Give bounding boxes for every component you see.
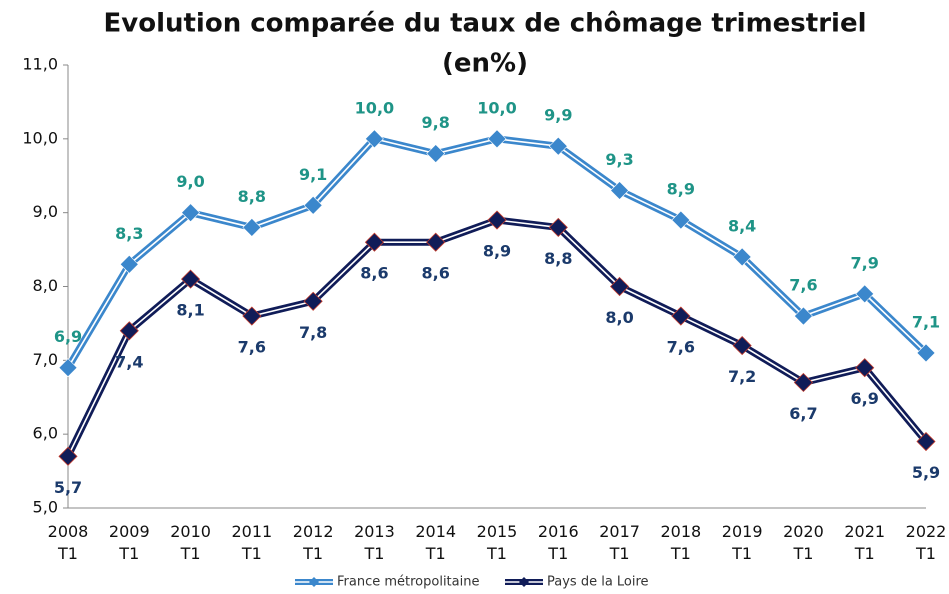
data-label: 8,0 bbox=[605, 308, 633, 327]
x-tick-label: 2016 T1 bbox=[538, 522, 579, 563]
x-tick-label: 2021 T1 bbox=[844, 522, 885, 563]
x-tick-label: 2019 T1 bbox=[722, 522, 763, 563]
point-marker bbox=[855, 358, 875, 378]
y-tick-label: 7,0 bbox=[33, 350, 58, 369]
data-label: 8,3 bbox=[115, 224, 143, 243]
x-tick-label: 2008 T1 bbox=[48, 522, 89, 563]
point-marker bbox=[119, 254, 139, 274]
x-tick-label: 2017 T1 bbox=[599, 522, 640, 563]
legend-label: Pays de la Loire bbox=[547, 575, 649, 590]
point-marker bbox=[487, 129, 507, 149]
data-label: 7,6 bbox=[667, 338, 695, 357]
point-marker bbox=[364, 232, 384, 252]
point-marker bbox=[303, 291, 323, 311]
data-label: 10,0 bbox=[477, 98, 516, 117]
x-tick-label: 2018 T1 bbox=[660, 522, 701, 563]
data-label: 7,8 bbox=[299, 323, 327, 342]
data-label: 8,6 bbox=[422, 264, 450, 283]
x-tick-label: 2009 T1 bbox=[109, 522, 150, 563]
point-marker bbox=[671, 210, 691, 230]
x-tick-label: 2015 T1 bbox=[477, 522, 518, 563]
point-marker bbox=[58, 358, 78, 378]
point-marker bbox=[181, 203, 200, 223]
data-label: 10,0 bbox=[355, 98, 394, 117]
x-tick-label: 2012 T1 bbox=[293, 522, 334, 563]
point-marker bbox=[303, 195, 323, 215]
legend-marker bbox=[309, 577, 319, 587]
point-marker bbox=[855, 284, 875, 304]
point-marker bbox=[610, 181, 629, 200]
point-marker bbox=[487, 210, 507, 230]
data-label: 6,9 bbox=[54, 327, 82, 346]
data-label: 7,6 bbox=[789, 276, 817, 295]
point-marker bbox=[181, 269, 201, 289]
point-marker bbox=[916, 343, 936, 363]
point-marker bbox=[916, 431, 936, 452]
data-label: 8,8 bbox=[544, 249, 572, 268]
point-marker bbox=[732, 247, 752, 267]
point-marker bbox=[794, 306, 813, 326]
y-tick-label: 10,0 bbox=[22, 128, 58, 147]
data-label: 8,8 bbox=[238, 187, 266, 206]
data-label: 6,9 bbox=[851, 389, 879, 408]
point-marker bbox=[242, 218, 262, 237]
y-tick-label: 11,0 bbox=[22, 55, 58, 74]
data-label: 9,9 bbox=[544, 106, 572, 125]
x-tick-label: 2013 T1 bbox=[354, 522, 395, 563]
data-label: 5,9 bbox=[912, 463, 940, 482]
point-marker bbox=[793, 372, 813, 393]
y-tick-label: 8,0 bbox=[33, 276, 58, 295]
data-label: 9,8 bbox=[422, 113, 450, 132]
legend-label: France métropolitaine bbox=[337, 575, 479, 590]
data-label: 7,9 bbox=[851, 253, 879, 272]
point-marker bbox=[426, 144, 446, 164]
point-marker bbox=[242, 306, 262, 326]
point-marker bbox=[732, 336, 752, 356]
data-label: 6,7 bbox=[789, 404, 817, 423]
point-marker bbox=[610, 276, 630, 297]
point-marker bbox=[548, 136, 568, 156]
chart-title: (en%) bbox=[442, 49, 528, 79]
data-label: 8,9 bbox=[667, 180, 695, 199]
point-marker bbox=[426, 232, 446, 252]
x-tick-label: 2020 T1 bbox=[783, 522, 824, 563]
x-tick-label: 2022 T1 bbox=[906, 522, 947, 563]
data-label: 9,3 bbox=[605, 150, 633, 169]
x-tick-label: 2014 T1 bbox=[415, 522, 456, 563]
chart-title: Evolution comparée du taux de chômage tr… bbox=[104, 9, 867, 39]
data-label: 8,6 bbox=[360, 264, 388, 283]
x-tick-label: 2011 T1 bbox=[231, 522, 272, 563]
data-label: 7,2 bbox=[728, 367, 756, 386]
data-label: 9,0 bbox=[176, 172, 204, 191]
point-marker bbox=[365, 129, 384, 149]
data-label: 8,9 bbox=[483, 242, 511, 261]
y-tick-label: 6,0 bbox=[33, 424, 58, 443]
y-tick-label: 5,0 bbox=[33, 498, 58, 517]
point-marker bbox=[548, 217, 568, 237]
point-marker bbox=[119, 321, 139, 341]
point-marker bbox=[58, 446, 78, 466]
x-tick-label: 2010 T1 bbox=[170, 522, 211, 563]
data-label: 8,4 bbox=[728, 216, 756, 235]
y-tick-label: 9,0 bbox=[33, 202, 58, 221]
data-label: 8,1 bbox=[176, 301, 204, 320]
data-label: 7,4 bbox=[115, 352, 143, 371]
legend-marker bbox=[519, 577, 529, 587]
data-label: 7,1 bbox=[912, 312, 940, 331]
point-marker bbox=[671, 306, 691, 326]
data-label: 7,6 bbox=[238, 338, 266, 357]
data-label: 9,1 bbox=[299, 165, 327, 184]
data-label: 5,7 bbox=[54, 478, 82, 497]
